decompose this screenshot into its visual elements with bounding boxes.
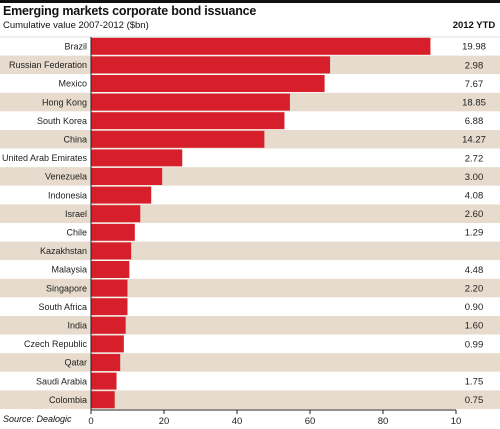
category-label: Mexico <box>58 79 87 89</box>
category-label: Russian Federation <box>9 60 87 70</box>
ytd-values: 19.98 2.98 7.67 18.85 6.88 14.27 2.72 3.00 4.08 2… <box>462 42 486 406</box>
category-label: Kazakhstan <box>40 246 87 256</box>
bar <box>91 298 128 316</box>
category-label: Venezuela <box>45 172 87 182</box>
bar <box>91 130 265 148</box>
ytd-column-header: 2012 YTD <box>452 20 496 31</box>
bar <box>91 93 290 111</box>
bar <box>91 391 115 409</box>
bar <box>91 149 183 167</box>
ytd-value: 4.08 <box>465 191 484 202</box>
category-label: Malaysia <box>51 265 87 275</box>
bar <box>91 242 132 260</box>
row-band <box>0 390 500 409</box>
x-tick-label: 0 <box>88 416 93 427</box>
category-label: Hong Kong <box>42 97 87 107</box>
top-rule <box>0 0 500 3</box>
x-tick-label: 80 <box>378 416 389 427</box>
category-label: Brazil <box>64 42 87 52</box>
ytd-value: 0.90 <box>465 302 484 313</box>
bar <box>91 372 117 390</box>
category-label: Israel <box>65 209 87 219</box>
category-label: Saudi Arabia <box>36 376 87 386</box>
x-axis: 0 20 40 60 80 10 <box>88 37 461 427</box>
bar <box>91 112 285 130</box>
ytd-value: 2.98 <box>465 60 484 71</box>
x-tick-label: 10 <box>451 416 462 427</box>
ytd-value: 1.60 <box>465 321 484 332</box>
bar <box>91 279 128 297</box>
x-tick-label: 20 <box>159 416 170 427</box>
bar <box>91 335 124 353</box>
bar <box>91 223 135 241</box>
bar <box>91 186 152 204</box>
ytd-value: 2.72 <box>465 153 484 164</box>
ytd-value: 2.60 <box>465 209 484 220</box>
ytd-value: 6.88 <box>465 116 484 127</box>
ytd-value: 19.98 <box>462 42 486 53</box>
category-label: South Korea <box>37 116 87 126</box>
row-band <box>0 334 500 354</box>
ytd-value: 18.85 <box>462 98 486 109</box>
category-label: Singapore <box>46 283 87 293</box>
x-tick-label: 60 <box>305 416 316 427</box>
category-labels: Brazil Russian Federation Mexico Hong Kong S… <box>2 42 88 405</box>
row-band <box>0 353 500 372</box>
bar <box>91 37 431 55</box>
bar <box>91 316 126 334</box>
bars <box>91 37 431 409</box>
bar <box>91 75 325 92</box>
ytd-value: 14.27 <box>462 135 486 146</box>
ytd-value: 2.20 <box>465 284 484 295</box>
category-label: Indonesia <box>48 190 87 200</box>
chart-subtitle: Cumulative value 2007-2012 ($bn) <box>3 20 149 31</box>
bar <box>91 354 121 371</box>
category-label: China <box>63 135 87 145</box>
row-bands <box>0 37 500 409</box>
bar <box>91 261 130 278</box>
ytd-value: 1.29 <box>465 228 484 239</box>
bar <box>91 56 331 74</box>
category-label: South Africa <box>38 302 87 312</box>
chart-title: Emerging markets corporate bond issuance <box>3 4 257 18</box>
bar <box>91 205 141 223</box>
ytd-value: 4.48 <box>465 265 484 276</box>
ytd-value: 1.75 <box>465 377 484 388</box>
category-label: Chile <box>66 228 87 238</box>
category-label: India <box>67 321 87 331</box>
row-band <box>0 371 500 391</box>
category-label: United Arab Emirates <box>2 153 88 163</box>
ytd-value: 0.99 <box>465 339 484 350</box>
source-note: Source: Dealogic <box>3 414 72 424</box>
category-label: Colombia <box>49 395 87 405</box>
ytd-value: 7.67 <box>465 79 484 90</box>
ytd-value: 3.00 <box>465 172 484 183</box>
category-label: Qatar <box>64 358 87 368</box>
bar <box>91 168 163 185</box>
ytd-value: 0.75 <box>465 395 484 406</box>
category-label: Czech Republic <box>24 339 88 349</box>
x-tick-label: 40 <box>232 416 243 427</box>
